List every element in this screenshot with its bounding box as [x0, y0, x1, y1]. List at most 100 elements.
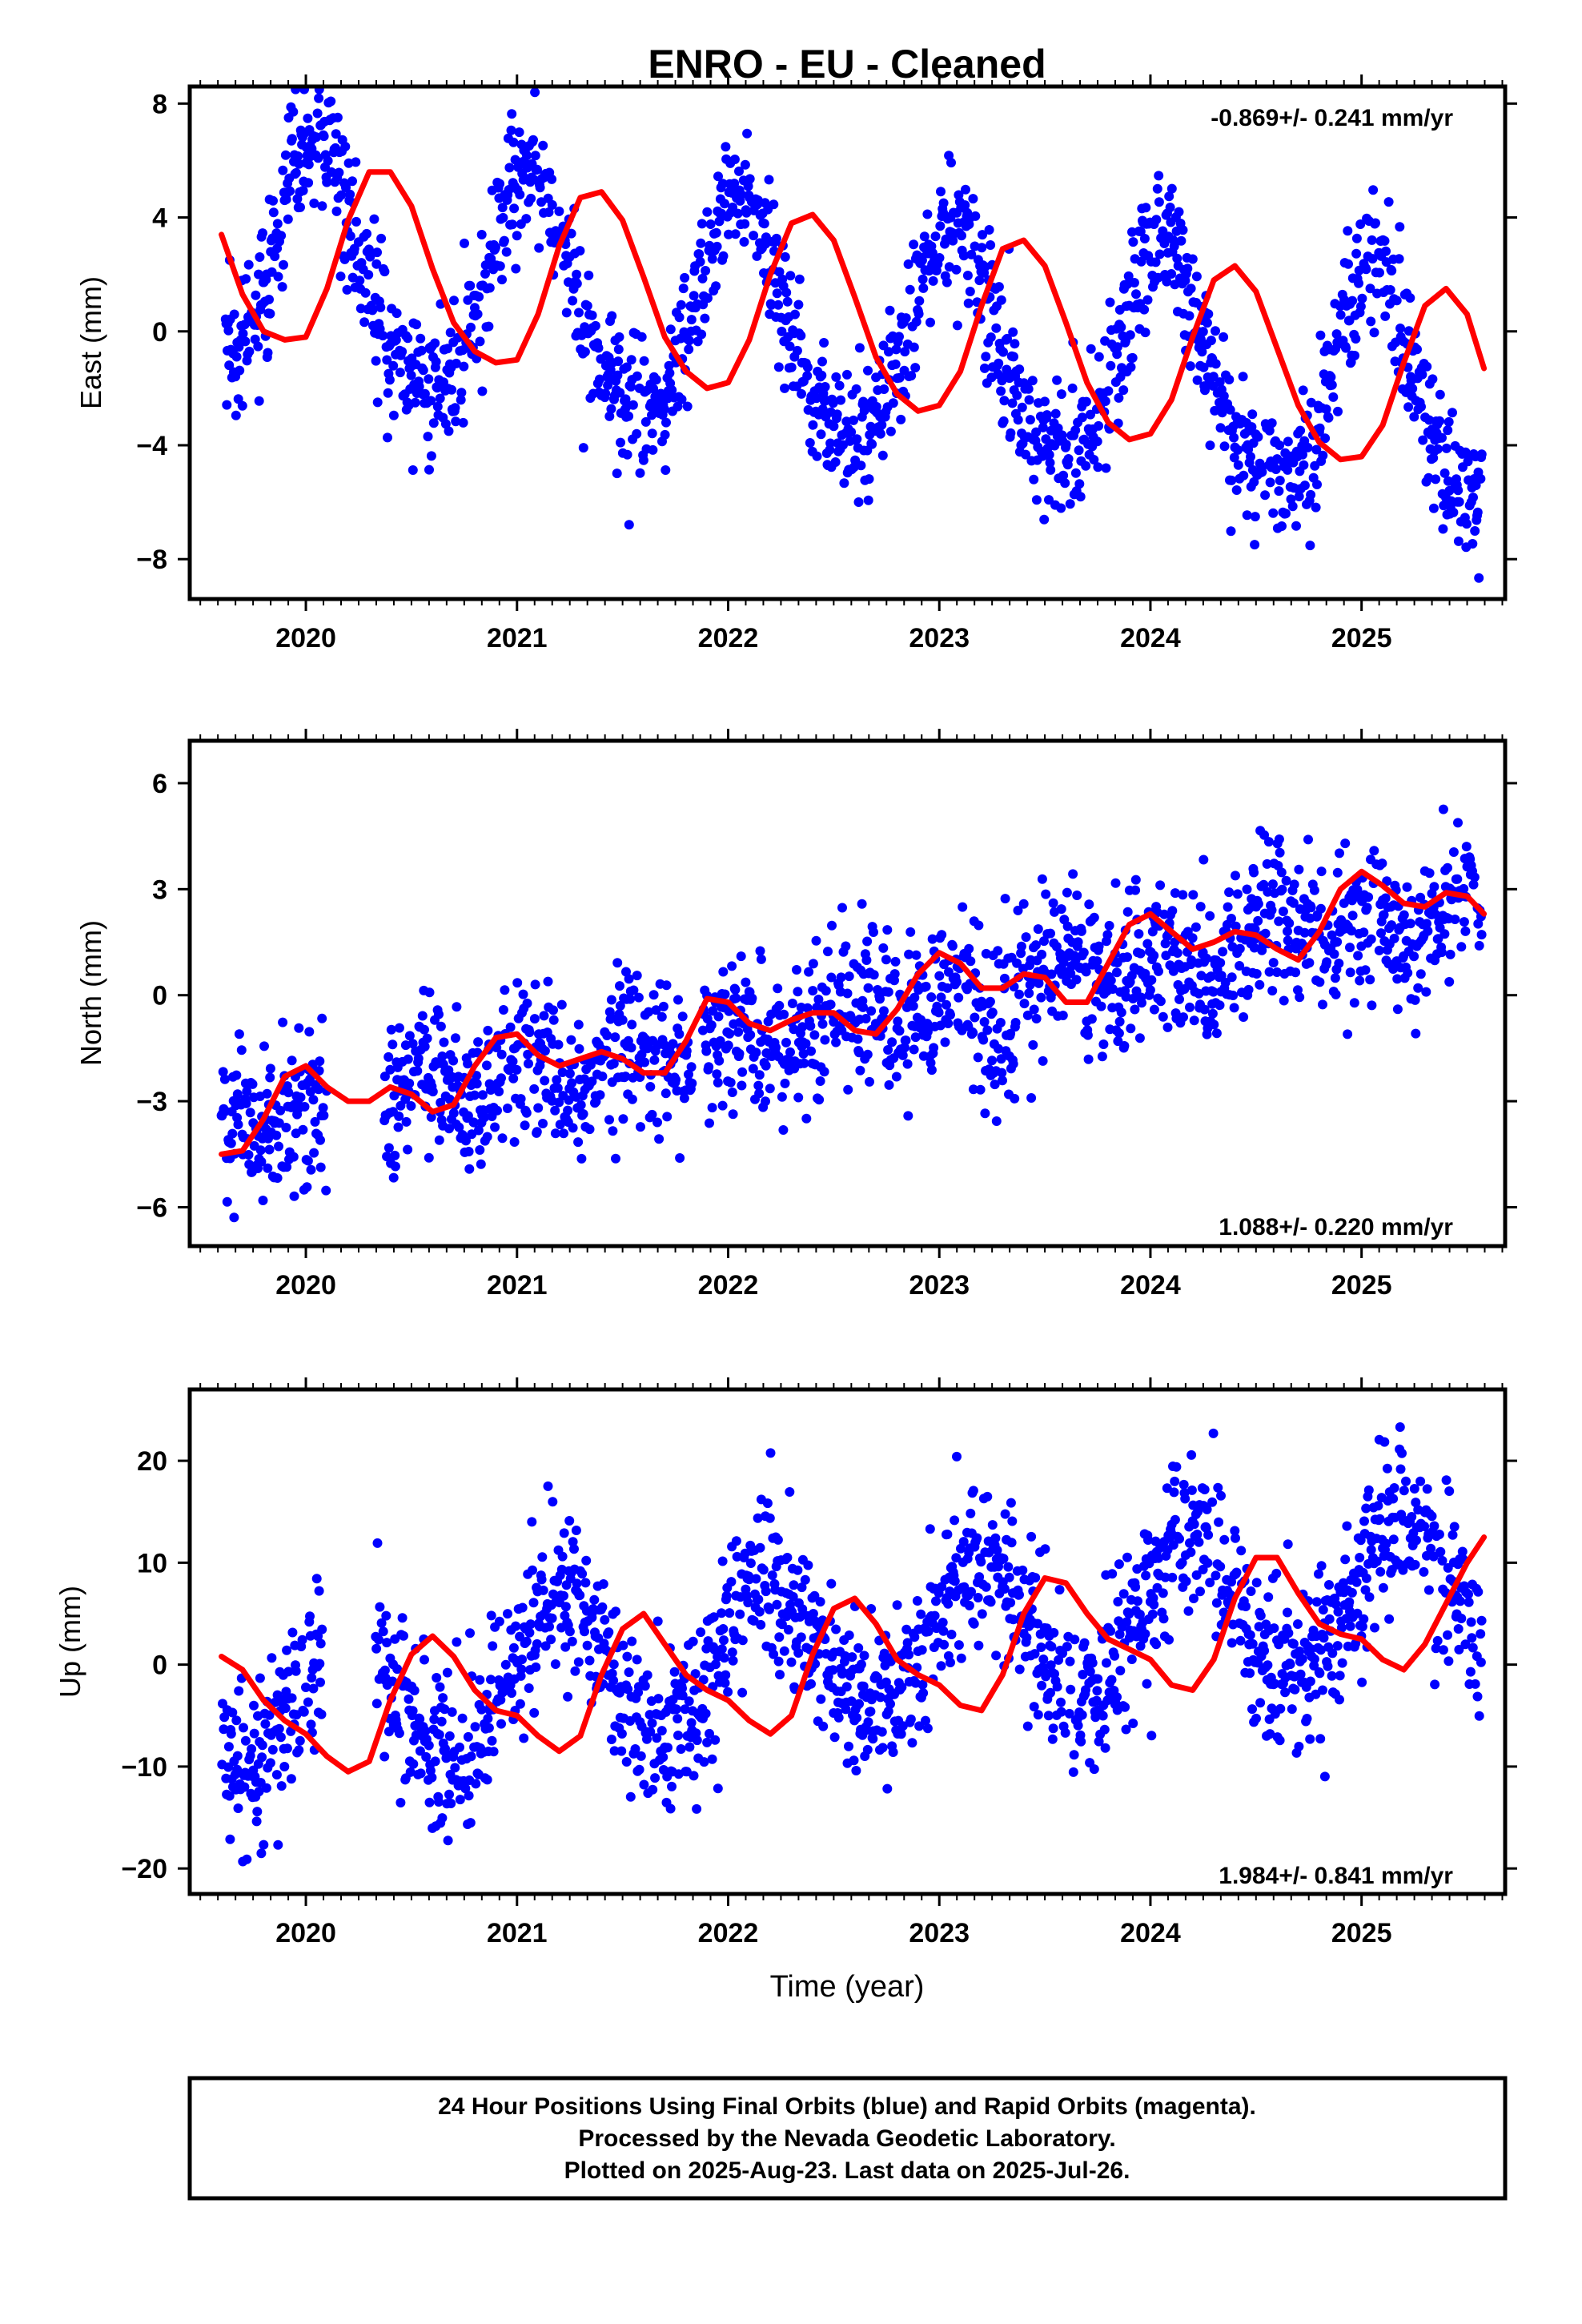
data-point: [701, 1708, 711, 1719]
data-point: [859, 1651, 869, 1661]
data-point: [1327, 380, 1337, 390]
data-point: [578, 1109, 588, 1119]
data-point: [540, 1076, 550, 1086]
data-point: [538, 140, 548, 151]
data-point: [414, 381, 424, 392]
data-point: [717, 1100, 728, 1111]
data-point: [416, 1768, 426, 1779]
data-point: [301, 1683, 311, 1692]
data-point: [347, 176, 357, 187]
data-point: [496, 1719, 506, 1729]
data-point: [580, 347, 590, 357]
data-point: [1130, 1582, 1141, 1592]
data-point: [1462, 519, 1472, 529]
data-point: [721, 1670, 731, 1680]
data-point: [960, 200, 970, 211]
data-point: [904, 1650, 914, 1660]
data-point: [539, 1011, 549, 1021]
data-point: [239, 1782, 250, 1792]
data-point: [1048, 1723, 1058, 1734]
data-point: [636, 1122, 645, 1132]
data-point: [1351, 233, 1362, 243]
data-point: [836, 395, 846, 405]
data-point: [1062, 1642, 1072, 1652]
data-point: [450, 403, 460, 413]
data-point: [1162, 1483, 1172, 1494]
data-point: [1107, 1569, 1118, 1579]
data-point: [597, 1072, 608, 1082]
data-point: [737, 1635, 748, 1646]
data-point: [1255, 1698, 1266, 1708]
data-point: [1291, 967, 1301, 978]
data-point: [302, 1182, 312, 1192]
data-point: [639, 356, 649, 366]
data-point: [742, 128, 753, 139]
data-point: [416, 345, 427, 356]
data-point: [733, 208, 743, 219]
data-point: [789, 1580, 799, 1590]
data-point: [966, 1508, 976, 1518]
data-point: [1056, 389, 1066, 400]
data-point: [701, 1046, 712, 1056]
data-point: [1142, 1679, 1152, 1689]
data-point: [497, 275, 507, 285]
data-point: [658, 1001, 669, 1011]
data-point: [640, 1681, 650, 1691]
data-point: [553, 1039, 564, 1050]
data-point: [371, 356, 381, 366]
data-point: [222, 400, 232, 410]
data-point: [224, 360, 235, 371]
data-point: [345, 231, 355, 241]
data-point: [280, 1703, 291, 1714]
data-point: [559, 1128, 568, 1139]
data-point: [404, 1031, 415, 1041]
data-point: [680, 272, 690, 283]
data-point: [268, 207, 279, 218]
data-point: [894, 1026, 905, 1036]
data-point: [1054, 1585, 1065, 1595]
data-point: [1118, 385, 1129, 396]
data-point: [262, 1088, 272, 1099]
data-point: [1074, 445, 1084, 456]
data-point: [755, 1542, 765, 1553]
data-point: [652, 1117, 662, 1128]
data-point: [1205, 440, 1215, 451]
data-point: [676, 1744, 686, 1754]
data-point: [1255, 979, 1265, 990]
data-point: [892, 1600, 902, 1610]
data-point: [259, 1041, 269, 1051]
data-point: [1263, 837, 1274, 847]
data-point: [991, 1651, 1002, 1661]
data-point: [1409, 412, 1419, 422]
data-point: [1083, 1054, 1094, 1064]
data-point: [372, 397, 383, 408]
data-point: [424, 1740, 434, 1751]
data-point: [935, 221, 946, 231]
data-point: [273, 1839, 283, 1850]
data-point: [1013, 905, 1023, 915]
data-point: [440, 1743, 450, 1754]
data-point: [572, 279, 582, 289]
data-point: [1283, 436, 1293, 447]
data-point: [512, 978, 523, 988]
data-point: [863, 1717, 873, 1727]
data-point: [1235, 943, 1245, 954]
data-point: [946, 1010, 955, 1020]
data-point: [665, 368, 675, 378]
data-point: [447, 384, 457, 395]
data-point: [360, 287, 371, 298]
data-point: [862, 1744, 873, 1755]
data-point: [626, 381, 636, 392]
data-point: [894, 372, 905, 383]
data-point: [808, 420, 818, 430]
data-point: [1343, 1029, 1353, 1039]
data-point: [618, 1114, 628, 1124]
data-point: [877, 1727, 887, 1737]
data-point: [385, 1064, 396, 1075]
data-point: [1168, 966, 1178, 976]
data-point: [567, 1078, 577, 1088]
data-point: [931, 1596, 941, 1606]
data-point: [654, 1134, 665, 1144]
data-point: [687, 1078, 697, 1088]
